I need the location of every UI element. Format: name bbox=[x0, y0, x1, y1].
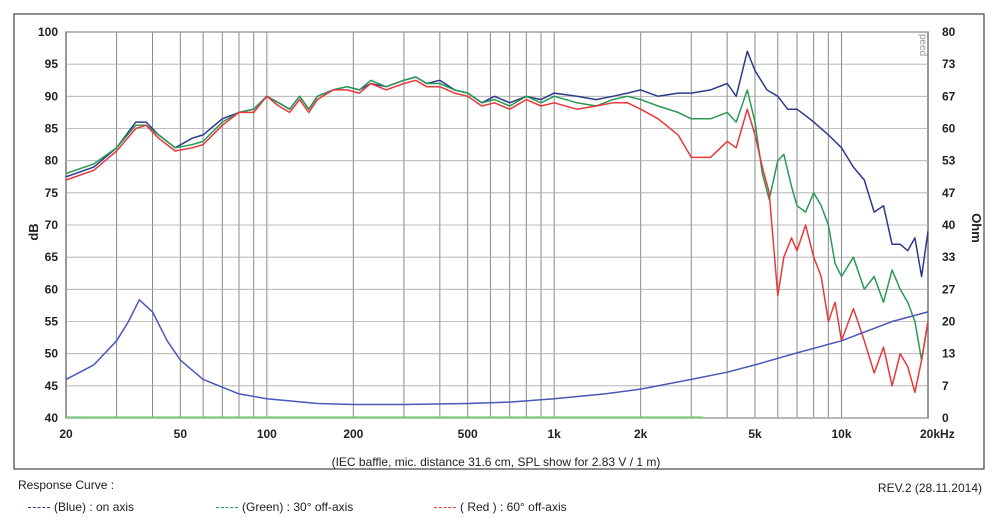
grid bbox=[65, 31, 929, 419]
y-tick-right: 20 bbox=[942, 315, 956, 329]
y-tick-left: 55 bbox=[45, 315, 59, 329]
legend-swatch-red bbox=[434, 507, 456, 509]
series-line-impedance bbox=[65, 299, 929, 406]
y-tick-right: 73 bbox=[942, 57, 956, 71]
legend-title: Response Curve : bbox=[18, 478, 115, 492]
y-tick-right: 27 bbox=[942, 282, 956, 296]
legend-swatch-green bbox=[216, 507, 238, 509]
y-tick-right: 0 bbox=[942, 411, 949, 425]
y-tick-left: 65 bbox=[45, 250, 59, 264]
x-tick-label: 10k bbox=[831, 427, 851, 441]
y-tick-left: 80 bbox=[45, 154, 59, 168]
y-tick-right: 53 bbox=[942, 154, 956, 168]
series-line-green-30-off-axis bbox=[65, 76, 929, 361]
y-tick-right: 40 bbox=[942, 218, 956, 232]
y-tick-left: 60 bbox=[45, 282, 59, 296]
legend-swatch-blue bbox=[28, 507, 50, 509]
x-tick-label: 50 bbox=[174, 427, 188, 441]
y-tick-left: 40 bbox=[45, 411, 59, 425]
x-tick-label: 100 bbox=[257, 427, 277, 441]
x-tick-label: 5k bbox=[748, 427, 762, 441]
y-tick-left: 50 bbox=[45, 347, 59, 361]
y-axis-left-label: dB bbox=[26, 223, 41, 240]
y-tick-left: 90 bbox=[45, 89, 59, 103]
series-line-blue-on-axis bbox=[65, 50, 929, 278]
y-tick-right: 80 bbox=[942, 25, 956, 39]
x-tick-label: 2k bbox=[634, 427, 648, 441]
legend-label-red: ( Red ) : 60° off-axis bbox=[460, 500, 567, 514]
series bbox=[65, 50, 929, 419]
y-tick-right: 7 bbox=[942, 379, 949, 393]
legend-item-blue: (Blue) : on axis bbox=[28, 500, 134, 514]
y-tick-left: 95 bbox=[45, 57, 59, 71]
y-tick-left: 70 bbox=[45, 218, 59, 232]
y-tick-right: 13 bbox=[942, 347, 956, 361]
revision-label: REV.2 (28.11.2014) bbox=[877, 481, 982, 495]
watermark: peed bbox=[917, 34, 928, 56]
y-tick-left: 45 bbox=[45, 379, 59, 393]
series-line-red-60-off-axis bbox=[65, 79, 929, 394]
y-tick-left: 85 bbox=[45, 122, 59, 136]
y-tick-left: 75 bbox=[45, 186, 59, 200]
y-tick-right: 60 bbox=[942, 122, 956, 136]
x-tick-label: 200 bbox=[343, 427, 363, 441]
x-tick-label: 20kHz bbox=[920, 427, 955, 441]
x-axis-ticks: 20 50 100 200 500 1k 2k 5k 10k 20kHz bbox=[59, 427, 954, 441]
legend-label-blue: (Blue) : on axis bbox=[54, 500, 135, 514]
y-tick-right: 33 bbox=[942, 250, 956, 264]
x-tick-label: 500 bbox=[458, 427, 478, 441]
x-tick-label: 20 bbox=[59, 427, 73, 441]
y-tick-right: 67 bbox=[942, 89, 956, 103]
y-tick-right: 47 bbox=[942, 186, 956, 200]
legend-item-red: ( Red ) : 60° off-axis bbox=[434, 500, 567, 514]
left-axis-ticks: 100 95 90 85 80 75 70 65 60 55 50 45 40 bbox=[38, 25, 58, 425]
legend-label-green: (Green) : 30° off-axis bbox=[242, 500, 354, 514]
x-tick-label: 1k bbox=[547, 427, 561, 441]
y-axis-right-label: Ohm bbox=[969, 213, 984, 243]
y-tick-left: 100 bbox=[38, 25, 58, 39]
chart-caption: (IEC baffle, mic. distance 31.6 cm, SPL … bbox=[332, 455, 661, 469]
right-axis-ticks: 80 73 67 60 53 47 40 33 27 20 13 7 0 bbox=[942, 25, 956, 425]
legend-item-green: (Green) : 30° off-axis bbox=[216, 500, 353, 514]
chart-frame bbox=[13, 13, 985, 470]
